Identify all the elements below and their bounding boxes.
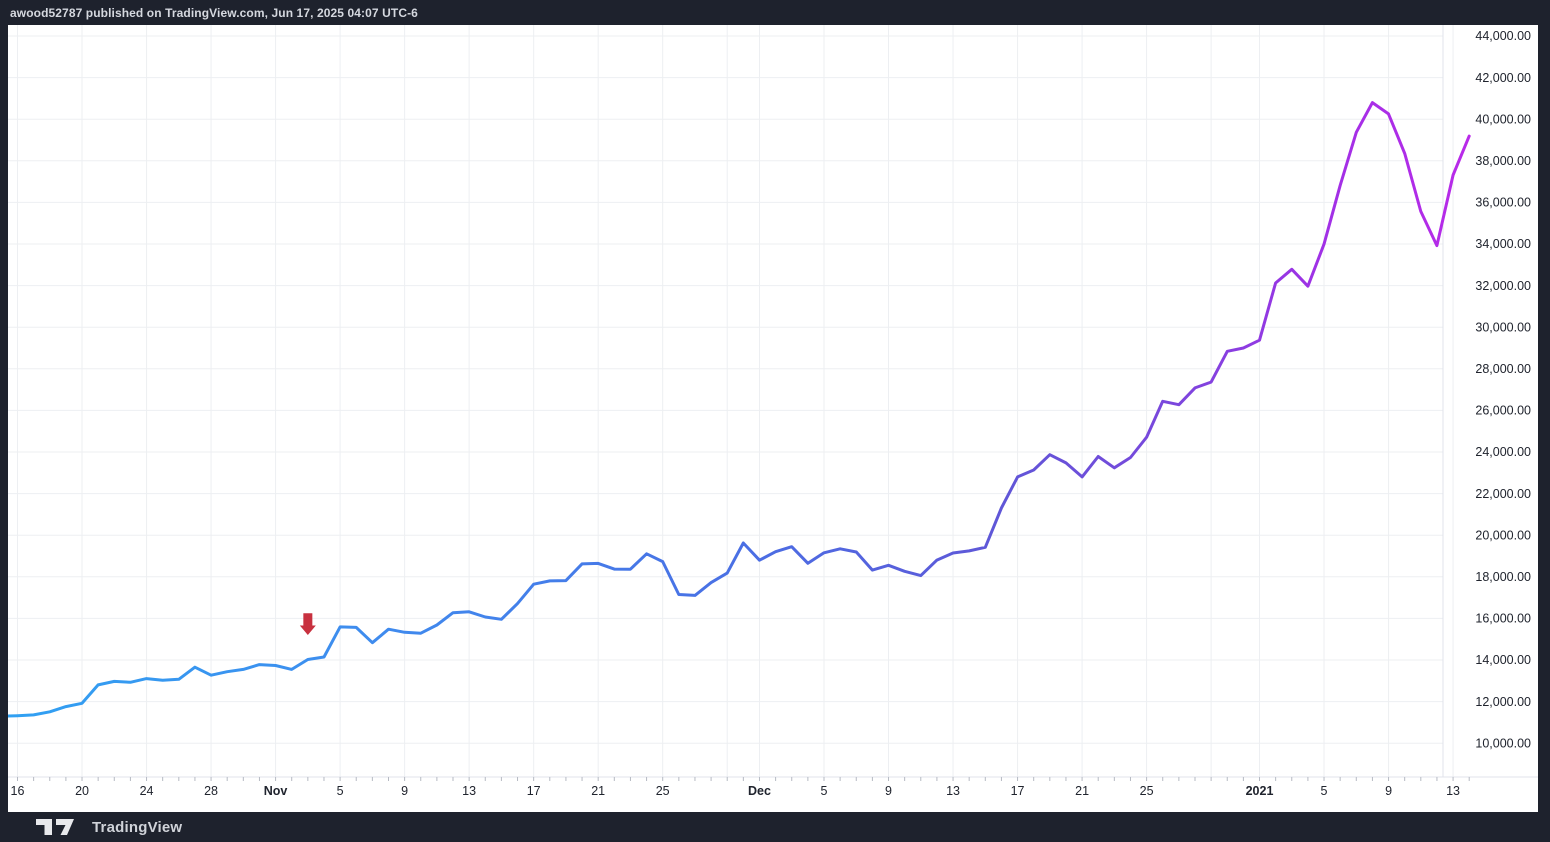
publish-attribution: awood52787 published on TradingView.com,… <box>10 6 418 20</box>
time-tick-label: 17 <box>527 784 541 798</box>
time-tick-label: 16 <box>11 784 25 798</box>
price-tick-label: 30,000.00 <box>1475 320 1531 334</box>
time-tick-label: Nov <box>264 784 288 798</box>
price-tick-label: 40,000.00 <box>1475 112 1531 126</box>
time-tick-label: 21 <box>1075 784 1089 798</box>
price-chart: 44,000.00 42,000.00 40,000.00 38,000.00 36,0… <box>8 25 1538 812</box>
publish-bar: awood52787 published on TradingView.com,… <box>0 0 1550 25</box>
price-tick-label: 10,000.00 <box>1475 736 1531 750</box>
price-tick-label: 14,000.00 <box>1475 653 1531 667</box>
price-tick-label: 36,000.00 <box>1475 196 1531 210</box>
price-tick-label: 42,000.00 <box>1475 71 1531 85</box>
price-line <box>8 103 1469 717</box>
tradingview-wordmark[interactable]: TradingView <box>92 819 182 836</box>
time-tick-label: 28 <box>204 784 218 798</box>
time-tick-label: 5 <box>337 784 344 798</box>
time-tick-label: 13 <box>1446 784 1460 798</box>
arrow-down-marker <box>300 613 316 635</box>
time-tick-label: 24 <box>140 784 154 798</box>
price-tick-label: 18,000.00 <box>1475 570 1531 584</box>
price-tick-label: 12,000.00 <box>1475 695 1531 709</box>
time-tick-label: 9 <box>1385 784 1392 798</box>
time-tick-label: 9 <box>401 784 408 798</box>
price-tick-label: 24,000.00 <box>1475 445 1531 459</box>
price-tick-label: 26,000.00 <box>1475 404 1531 418</box>
time-tick-label: 9 <box>885 784 892 798</box>
price-tick-label: 44,000.00 <box>1475 29 1531 43</box>
time-tick-label: 5 <box>821 784 828 798</box>
price-tick-label: 38,000.00 <box>1475 154 1531 168</box>
price-tick-label: 20,000.00 <box>1475 528 1531 542</box>
price-tick-label: 16,000.00 <box>1475 612 1531 626</box>
price-tick-label: 32,000.00 <box>1475 279 1531 293</box>
time-tick-label: 13 <box>946 784 960 798</box>
time-tick-label: 2021 <box>1246 784 1274 798</box>
price-tick-label: 34,000.00 <box>1475 237 1531 251</box>
chart-area: 44,000.00 42,000.00 40,000.00 38,000.00 36,0… <box>8 25 1538 812</box>
time-tick-label: 25 <box>1140 784 1154 798</box>
time-tick-label: 13 <box>462 784 476 798</box>
price-tick-label: 28,000.00 <box>1475 362 1531 376</box>
time-tick-label: Dec <box>748 784 771 798</box>
tradingview-logo-icon[interactable] <box>36 819 80 836</box>
time-tick-label: 5 <box>1321 784 1328 798</box>
time-tick-label: 20 <box>75 784 89 798</box>
footer-bar: TradingView <box>0 812 1550 842</box>
time-tick-label: 21 <box>591 784 605 798</box>
price-tick-label: 22,000.00 <box>1475 487 1531 501</box>
time-tick-label: 25 <box>656 784 670 798</box>
time-tick-label: 17 <box>1011 784 1025 798</box>
